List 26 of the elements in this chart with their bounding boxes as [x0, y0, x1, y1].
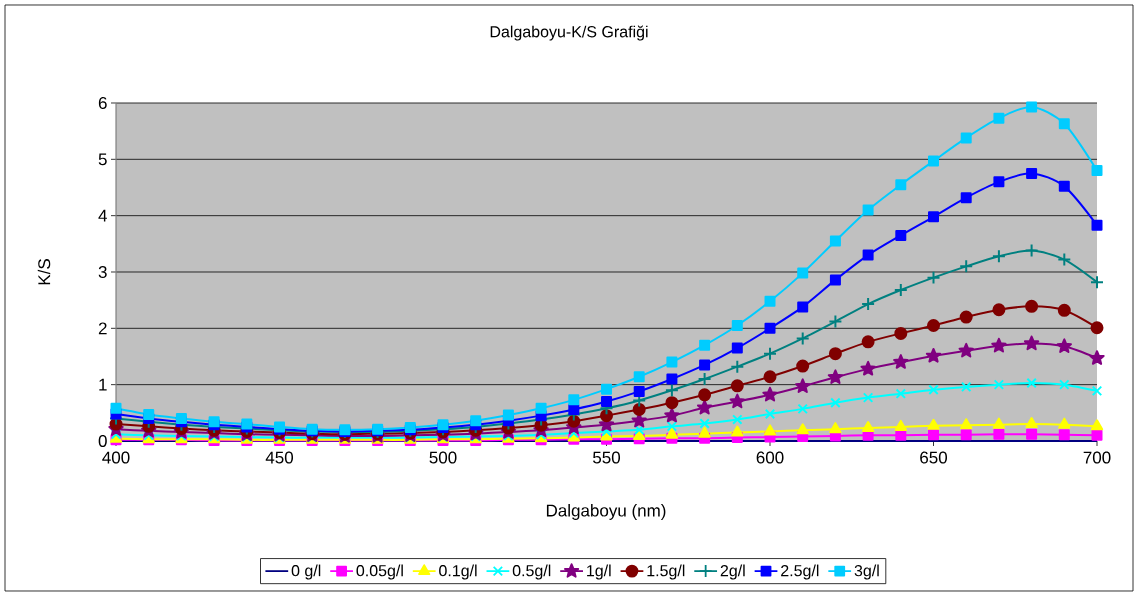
y-tick-label: 4 [98, 209, 107, 222]
chart-title: Dalgaboyu-K/S Grafiği [490, 25, 648, 41]
legend-label: 0.05g/l [356, 564, 403, 580]
x-tick-label: 700 [1083, 451, 1111, 464]
x-tick-label: 650 [920, 451, 948, 464]
x-tick-label: 400 [102, 451, 130, 464]
legend-label: 0 g/l [291, 564, 321, 580]
y-tick-label: 3 [98, 265, 107, 279]
legend-label: 2.5g/l [781, 564, 819, 580]
y-tick-label: 6 [98, 96, 107, 110]
y-tick-label: 0 [98, 434, 107, 448]
y-axis-title: K/S [37, 259, 51, 285]
legend-label: 0.5g/l [512, 564, 551, 580]
legend-label: 2g/l [720, 564, 745, 580]
y-tick-label: 5 [98, 153, 107, 166]
y-tick-label: 2 [98, 322, 107, 335]
x-tick-label: 450 [265, 451, 294, 464]
y-tick-label: 1 [99, 378, 107, 391]
x-tick-label: 600 [756, 451, 784, 464]
x-tick-label: 500 [429, 451, 457, 464]
legend-label: 1g/l [587, 564, 611, 580]
legend-label: 3g/l [854, 564, 879, 580]
legend-label: 0.1g/l [439, 564, 477, 580]
legend-label: 1.5g/l [647, 564, 685, 580]
x-axis-title: Dalgaboyu (nm) [546, 504, 666, 520]
x-tick-label: 550 [593, 451, 621, 464]
